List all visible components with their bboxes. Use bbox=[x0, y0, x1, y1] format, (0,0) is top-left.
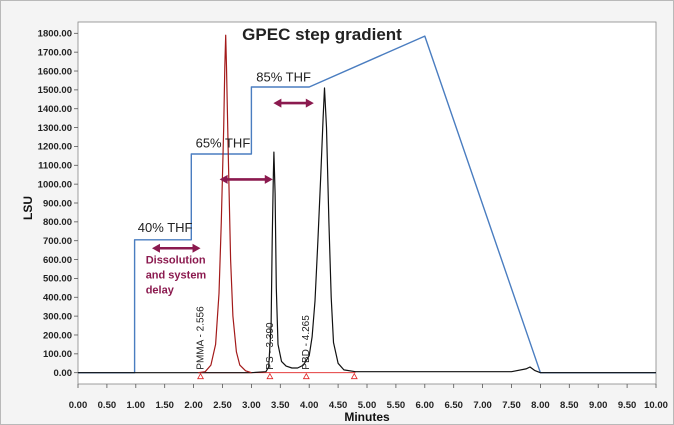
series-layer bbox=[78, 34, 656, 374]
baseline-marker bbox=[266, 372, 274, 380]
y-tick-label: 1100.00 bbox=[38, 161, 72, 172]
x-tick-label: 1.00 bbox=[127, 400, 146, 411]
y-tick-label: 800.00 bbox=[43, 217, 72, 228]
peak-label: PBD - 4.265 bbox=[301, 315, 312, 370]
y-tick-label: 600.00 bbox=[43, 255, 72, 266]
y-tick-label: 900.00 bbox=[43, 198, 72, 209]
x-tick-label: 8.50 bbox=[560, 400, 579, 411]
x-tick-label: 0.00 bbox=[69, 400, 88, 411]
y-tick-label: 1800.00 bbox=[38, 29, 72, 40]
double-arrow bbox=[273, 98, 314, 108]
x-tick-label: 0.50 bbox=[98, 400, 117, 411]
x-axis-title: Minutes bbox=[344, 410, 390, 424]
y-tick-label: 700.00 bbox=[43, 236, 72, 247]
x-tick-label: 1.50 bbox=[155, 400, 174, 411]
y-tick-label: 500.00 bbox=[43, 274, 72, 285]
x-tick-label: 4.50 bbox=[329, 400, 348, 411]
chart-title: GPEC step gradient bbox=[242, 25, 402, 44]
annotation-line: Dissolution bbox=[146, 254, 206, 266]
chromatogram-series-line bbox=[78, 87, 656, 374]
annotation-line: delay bbox=[146, 284, 175, 296]
y-tick-label: 400.00 bbox=[43, 293, 72, 304]
pmma-series-line bbox=[198, 34, 252, 374]
x-tick-label: 2.50 bbox=[213, 400, 232, 411]
x-tick-label: 4.00 bbox=[300, 400, 319, 411]
peak-label: PMMA - 2.556 bbox=[195, 306, 206, 370]
baseline-marker bbox=[302, 372, 310, 380]
x-tick-label: 7.50 bbox=[502, 400, 521, 411]
y-tick-label: 1200.00 bbox=[38, 142, 72, 153]
x-tick-label: 7.00 bbox=[473, 400, 492, 411]
x-axis-ticks: 0.00 0.50 1.00 1.50 2.00 2.50 3.00 3.50 4.00 4.50… bbox=[69, 384, 668, 411]
y-tick-label: 1500.00 bbox=[38, 85, 72, 96]
x-tick-label: 9.50 bbox=[618, 400, 637, 411]
y-tick-label: 200.00 bbox=[43, 330, 72, 341]
y-axis-title: LSU bbox=[21, 196, 35, 220]
double-arrow bbox=[219, 174, 273, 184]
x-tick-label: 3.50 bbox=[271, 400, 290, 411]
x-tick-label: 10.00 bbox=[644, 400, 668, 411]
y-tick-label: 300.00 bbox=[43, 311, 72, 322]
gradient-label: 65% THF bbox=[196, 135, 251, 150]
peak-label: PS - 3.390 bbox=[265, 322, 276, 370]
x-tick-label: 8.00 bbox=[531, 400, 550, 411]
label-layer: 40% THF 65% THF 85% THF PMMA - 2.556 PS - 3.… bbox=[138, 69, 312, 369]
gradient-label: 85% THF bbox=[256, 69, 311, 84]
x-tick-label: 5.00 bbox=[358, 400, 377, 411]
x-tick-label: 6.50 bbox=[444, 400, 463, 411]
y-tick-label: 1400.00 bbox=[38, 104, 72, 115]
y-tick-label: 100.00 bbox=[43, 349, 72, 360]
y-tick-label: 1000.00 bbox=[38, 179, 72, 190]
y-tick-label: 1600.00 bbox=[38, 66, 72, 77]
plot-area bbox=[77, 21, 657, 385]
x-tick-label: 9.00 bbox=[589, 400, 608, 411]
gradient-label: 40% THF bbox=[138, 220, 193, 235]
x-tick-label: 2.00 bbox=[184, 400, 203, 411]
annotation-line: and system bbox=[146, 269, 207, 281]
gradient-series-line bbox=[78, 35, 656, 374]
baseline-markers bbox=[197, 372, 358, 380]
x-tick-label: 3.00 bbox=[242, 400, 261, 411]
baseline-marker bbox=[197, 372, 205, 380]
y-tick-label: 1300.00 bbox=[38, 123, 72, 134]
x-tick-label: 5.50 bbox=[387, 400, 406, 411]
double-arrow bbox=[151, 243, 201, 253]
y-tick-label: 1700.00 bbox=[38, 47, 72, 58]
x-tick-label: 6.00 bbox=[416, 400, 435, 411]
y-axis-ticks: 0.00 100.00 200.00 300.00 400.00 500.00 600.00… bbox=[38, 29, 78, 379]
baseline-marker bbox=[350, 372, 358, 380]
y-tick-label: 0.00 bbox=[54, 368, 73, 379]
arrow-layer bbox=[151, 98, 314, 253]
